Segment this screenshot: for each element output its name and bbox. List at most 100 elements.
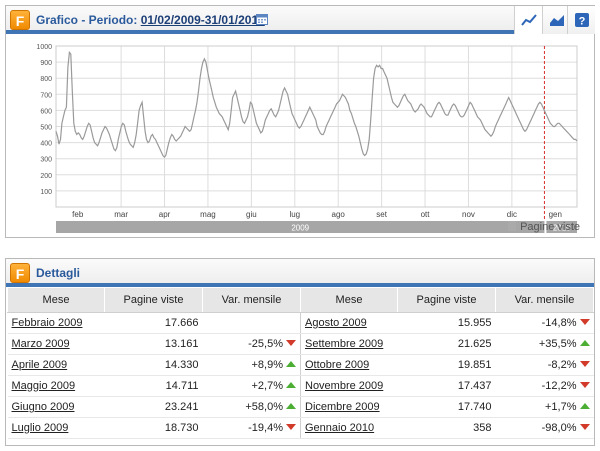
- details-title: Dettagli: [36, 266, 81, 280]
- month-cell: Agosto 2009: [300, 312, 398, 334]
- var-cell: -25,5%: [202, 333, 301, 355]
- x-tick-label: set: [376, 210, 387, 219]
- y-tick-label: 600: [40, 108, 52, 115]
- arrow-up-icon: [286, 361, 296, 367]
- table-header-row: Mese Pagine viste Var. mensile Mese Pagi…: [7, 287, 594, 313]
- month-cell: Febbraio 2009: [7, 312, 105, 334]
- var-value: -12,2%: [541, 380, 577, 392]
- var-cell: -14,8%: [495, 312, 594, 334]
- month-link[interactable]: Dicembre 2009: [305, 401, 380, 413]
- views-cell: 19.851: [397, 354, 496, 376]
- var-value: -19,4%: [248, 422, 283, 434]
- month-cell: Gennaio 2010: [300, 417, 398, 439]
- arrow-up-icon: [286, 403, 296, 409]
- x-tick-label: nov: [462, 210, 475, 219]
- var-cell: -8,2%: [495, 354, 594, 376]
- month-cell: Luglio 2009: [7, 417, 105, 439]
- views-cell: 17.666: [104, 312, 203, 334]
- chart-panel: F Grafico - Periodo: 01/02/2009-31/01/20…: [5, 5, 595, 238]
- y-tick-label: 500: [40, 125, 52, 132]
- line-chart: 100 200 300 400 500 600 700 800 900 1000 feb mar apr…: [36, 44, 578, 233]
- views-cell: 17.437: [397, 375, 496, 397]
- period-link[interactable]: 01/02/2009-31/01/2010: [140, 13, 265, 27]
- logo-f-icon: F: [10, 263, 30, 283]
- chart-title: Grafico - Periodo: 01/02/2009-31/01/2010: [36, 13, 265, 27]
- var-value: -14,8%: [541, 317, 577, 329]
- month-link[interactable]: Giugno 2009: [11, 401, 75, 413]
- month-link[interactable]: Marzo 2009: [11, 338, 70, 350]
- year-band-2010: [546, 221, 577, 233]
- month-cell: Marzo 2009: [7, 333, 105, 355]
- year-label: 2009: [291, 224, 309, 233]
- help-icon: ?: [575, 13, 589, 28]
- line-chart-button[interactable]: [514, 6, 542, 34]
- chart-title-prefix: Grafico - Periodo:: [36, 13, 141, 27]
- month-cell: Giugno 2009: [7, 396, 105, 418]
- var-value: +1,7%: [545, 401, 577, 413]
- calendar-icon[interactable]: [256, 13, 268, 25]
- month-link[interactable]: Aprile 2009: [11, 359, 68, 371]
- svg-text:?: ?: [579, 16, 586, 28]
- x-tick-label: mag: [200, 210, 216, 219]
- y-tick-label: 1000: [36, 44, 52, 51]
- x-tick-label: lug: [289, 210, 300, 219]
- var-cell: -98,0%: [495, 417, 594, 439]
- var-cell: +8,9%: [202, 354, 301, 376]
- plot-frame: [55, 45, 578, 208]
- var-cell: [202, 312, 301, 334]
- table-row: Maggio 2009 14.711 +2,7% Novembre 2009 17.43…: [7, 375, 594, 397]
- arrow-up-icon: [286, 382, 296, 388]
- x-tick-label: dic: [507, 210, 517, 219]
- x-tick-label: gen: [549, 210, 562, 219]
- table-row: Giugno 2009 23.241 +58,0% Dicembre 2009 17.7…: [7, 396, 594, 418]
- legend-label: Pagine viste: [520, 221, 580, 233]
- var-value: -98,0%: [541, 422, 577, 434]
- var-cell: -19,4%: [202, 417, 301, 439]
- table-row: Febbraio 2009 17.666 Agosto 2009 15.955 -14,…: [7, 312, 594, 334]
- details-panel: F Dettagli Mese Pagine viste Var. mensil…: [5, 258, 595, 446]
- y-tick-label: 700: [40, 92, 52, 99]
- views-cell: 358: [397, 417, 496, 439]
- x-tick-label: giu: [246, 210, 257, 219]
- var-value: +58,0%: [245, 401, 283, 413]
- month-link[interactable]: Settembre 2009: [305, 338, 384, 350]
- month-cell: Ottobre 2009: [300, 354, 398, 376]
- month-link[interactable]: Gennaio 2010: [305, 422, 375, 434]
- col-header-month: Mese: [7, 287, 105, 313]
- details-table: Mese Pagine viste Var. mensile Mese Pagi…: [7, 287, 594, 439]
- chart-legend: Pagine viste: [508, 221, 580, 233]
- x-tick-label: mar: [114, 210, 128, 219]
- var-value: -8,2%: [547, 359, 577, 371]
- arrow-down-icon: [579, 361, 590, 367]
- table-row: Marzo 2009 13.161 -25,5% Settembre 2009 21.6…: [7, 333, 594, 355]
- views-cell: 18.730: [104, 417, 203, 439]
- var-cell: +2,7%: [202, 375, 301, 397]
- col-header-var: Var. mensile: [495, 287, 594, 313]
- month-link[interactable]: Maggio 2009: [11, 380, 76, 392]
- month-link[interactable]: Luglio 2009: [11, 422, 69, 434]
- y-tick-label: 100: [40, 189, 52, 196]
- month-cell: Maggio 2009: [7, 375, 105, 397]
- views-cell: 23.241: [104, 396, 203, 418]
- arrow-down-icon: [579, 319, 590, 325]
- y-tick-label: 800: [40, 76, 52, 83]
- var-value: -25,5%: [248, 338, 283, 350]
- year-band-2009: [56, 221, 545, 233]
- y-tick-label: 400: [40, 141, 52, 148]
- col-header-month: Mese: [300, 287, 398, 313]
- area-chart-button[interactable]: [542, 6, 570, 34]
- arrow-up-icon: [579, 403, 590, 409]
- x-tick-label: ott: [421, 210, 431, 219]
- month-cell: Dicembre 2009: [300, 396, 398, 418]
- month-link[interactable]: Ottobre 2009: [305, 359, 370, 371]
- month-link[interactable]: Novembre 2009: [305, 380, 384, 392]
- var-value: +8,9%: [251, 359, 284, 371]
- help-button[interactable]: ?: [567, 6, 595, 34]
- month-link[interactable]: Febbraio 2009: [11, 317, 83, 329]
- arrow-down-icon: [286, 340, 296, 346]
- var-value: +2,7%: [251, 380, 284, 392]
- month-link[interactable]: Agosto 2009: [305, 317, 367, 329]
- var-cell: +35,5%: [495, 333, 594, 355]
- arrow-down-icon: [286, 424, 296, 430]
- y-tick-label: 200: [40, 173, 52, 180]
